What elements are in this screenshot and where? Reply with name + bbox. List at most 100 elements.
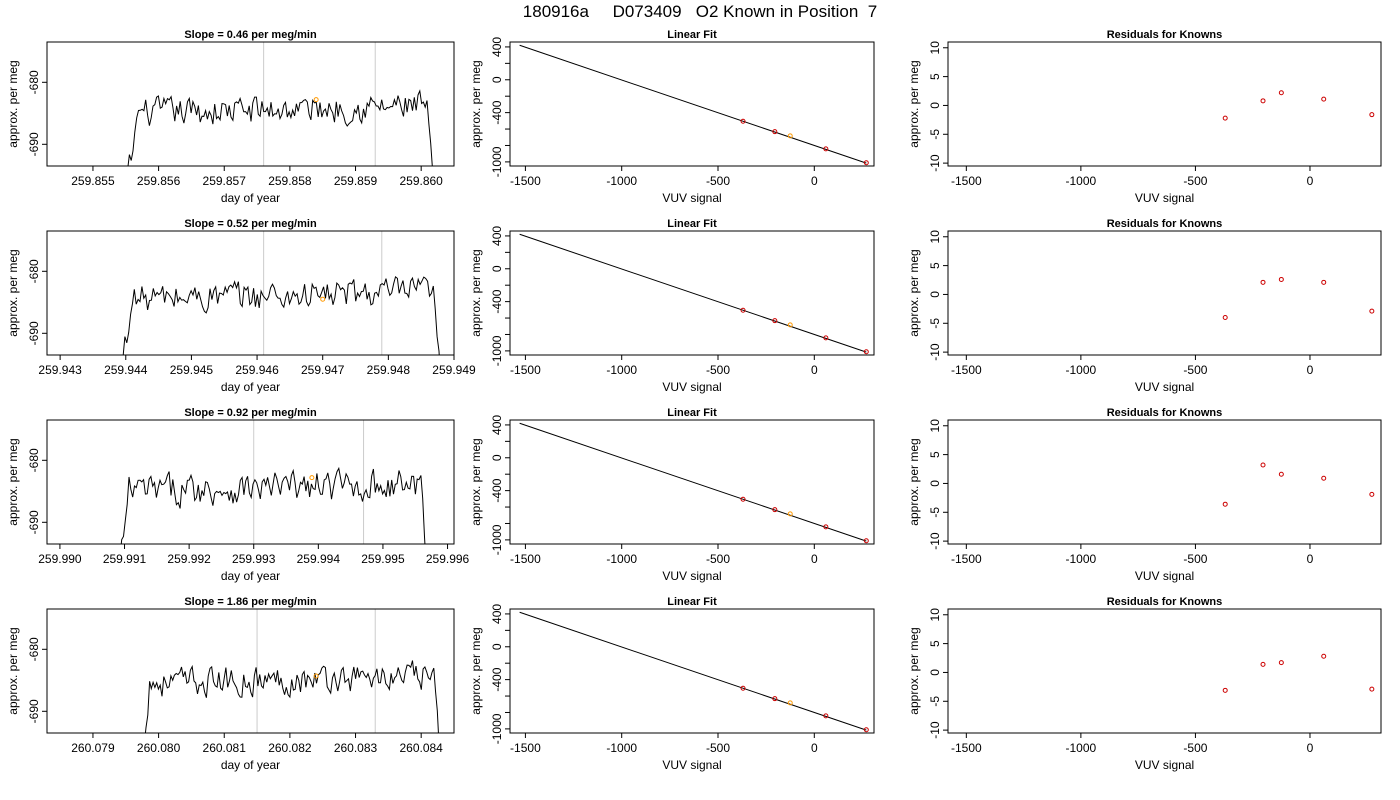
known-point	[1260, 98, 1266, 104]
known-point	[823, 524, 829, 530]
y-tick-label: -400	[490, 289, 504, 313]
y-tick-label: 0	[928, 102, 942, 109]
panel-title: Residuals for Knowns	[1107, 218, 1223, 230]
y-axis-label: approx. per meg	[6, 627, 20, 714]
panel-title: Residuals for Knowns	[1107, 407, 1223, 419]
x-tick-label: -500	[706, 741, 730, 755]
x-tick-label: 259.857	[203, 174, 247, 188]
x-axis-label: day of year	[221, 758, 280, 772]
x-tick-label: 259.949	[432, 363, 476, 377]
x-tick-label: -1500	[951, 741, 982, 755]
known-point	[1369, 491, 1375, 497]
chart-panel-time-series-3: Slope = 0.92 per meg/min 259.990 259.991 25…	[6, 407, 470, 583]
plot-area	[120, 420, 426, 544]
known-point	[1222, 501, 1228, 507]
y-axis-label: approx. per meg	[469, 60, 483, 147]
x-tick-label: 0	[1307, 363, 1314, 377]
known-point	[1369, 112, 1375, 118]
known-point	[1278, 660, 1284, 666]
y-axis-label: approx. per meg	[469, 249, 483, 336]
x-tick-label: 259.990	[38, 552, 82, 566]
x-tick-label: 260.083	[334, 741, 378, 755]
x-tick-label: 259.860	[399, 174, 443, 188]
x-tick-label: -1000	[1066, 174, 1097, 188]
x-tick-label: 259.992	[167, 552, 211, 566]
y-axis-label: approx. per meg	[6, 438, 20, 525]
plot-frame	[46, 419, 455, 545]
x-axis-label: VUV signal	[662, 758, 721, 772]
y-tick-label: 10	[928, 230, 942, 244]
known-point	[740, 496, 746, 502]
panel-title: Slope = 0.46 per meg/min	[184, 29, 317, 41]
y-tick-label: 5	[928, 451, 942, 458]
known-point	[1321, 96, 1327, 102]
x-tick-label: -1000	[1066, 552, 1097, 566]
y-tick-label: 5	[928, 73, 942, 80]
plot-area	[519, 233, 869, 355]
known-point	[823, 713, 829, 719]
time-series-line	[127, 89, 433, 166]
plot-area	[1222, 653, 1375, 693]
x-tick-label: -1000	[1066, 741, 1097, 755]
y-tick-label: 10	[928, 419, 942, 433]
known-point	[1260, 462, 1266, 468]
x-tick-label: 0	[811, 363, 818, 377]
x-tick-label: 0	[1307, 741, 1314, 755]
plot-frame	[509, 230, 875, 356]
x-axis-label: VUV signal	[662, 191, 721, 205]
known-point	[772, 129, 778, 135]
y-axis-label: approx. per meg	[6, 249, 20, 336]
panel-title: Linear Fit	[667, 596, 717, 608]
x-tick-label: 0	[811, 741, 818, 755]
y-tick-label: -5	[928, 129, 942, 140]
chart-panel-linear-fit-4: Linear Fit -1500 -1000 -500 0 -1000 -400 0 400 VU…	[469, 596, 875, 772]
y-tick-label: 0	[490, 643, 504, 650]
sample-marker	[787, 700, 793, 706]
plot-frame	[947, 41, 1382, 167]
known-point	[1321, 475, 1327, 481]
plot-frame	[46, 230, 455, 356]
x-tick-label: 259.945	[170, 363, 214, 377]
y-tick-label: -10	[928, 343, 942, 361]
y-tick-label: 400	[490, 37, 504, 57]
plot-frame	[509, 419, 875, 545]
known-point	[740, 685, 746, 691]
x-tick-label: 259.943	[38, 363, 82, 377]
y-tick-label: -5	[928, 318, 942, 329]
y-tick-label: -680	[27, 259, 41, 283]
sample-marker	[320, 296, 326, 302]
known-point	[1278, 276, 1284, 282]
plot-area	[519, 422, 869, 544]
y-tick-label: -680	[27, 70, 41, 94]
x-tick-label: -500	[706, 363, 730, 377]
x-tick-label: 0	[1307, 552, 1314, 566]
chart-panel-linear-fit-3: Linear Fit -1500 -1000 -500 0 -1000 -400 0 400 VU…	[469, 407, 875, 583]
known-point	[1369, 686, 1375, 692]
y-tick-label: 0	[928, 480, 942, 487]
x-tick-label: 259.855	[71, 174, 115, 188]
y-tick-label: -400	[490, 100, 504, 124]
y-axis-label: approx. per meg	[469, 627, 483, 714]
x-tick-label: 260.084	[399, 741, 443, 755]
known-point	[1278, 471, 1284, 477]
plot-area	[519, 611, 869, 733]
known-point	[772, 507, 778, 513]
known-point	[1278, 90, 1284, 96]
known-point	[1321, 653, 1327, 659]
x-tick-label: 259.995	[361, 552, 405, 566]
y-tick-label: 0	[490, 265, 504, 272]
x-axis-label: day of year	[221, 380, 280, 394]
y-tick-label: -5	[928, 696, 942, 707]
x-tick-label: 259.993	[232, 552, 276, 566]
x-axis-label: VUV signal	[1135, 758, 1194, 772]
chart-panel-residuals-1: Residuals for Knowns -1500 -1000 -500 0 -10 -5…	[907, 29, 1382, 205]
x-tick-label: 260.079	[71, 741, 115, 755]
plot-area	[519, 44, 869, 166]
y-tick-label: -690	[27, 510, 41, 534]
x-tick-label: 0	[1307, 174, 1314, 188]
fit-line	[519, 44, 867, 164]
x-tick-label: -1500	[510, 552, 541, 566]
y-tick-label: 10	[928, 41, 942, 55]
y-tick-label: 0	[928, 669, 942, 676]
x-tick-label: -500	[1183, 741, 1207, 755]
